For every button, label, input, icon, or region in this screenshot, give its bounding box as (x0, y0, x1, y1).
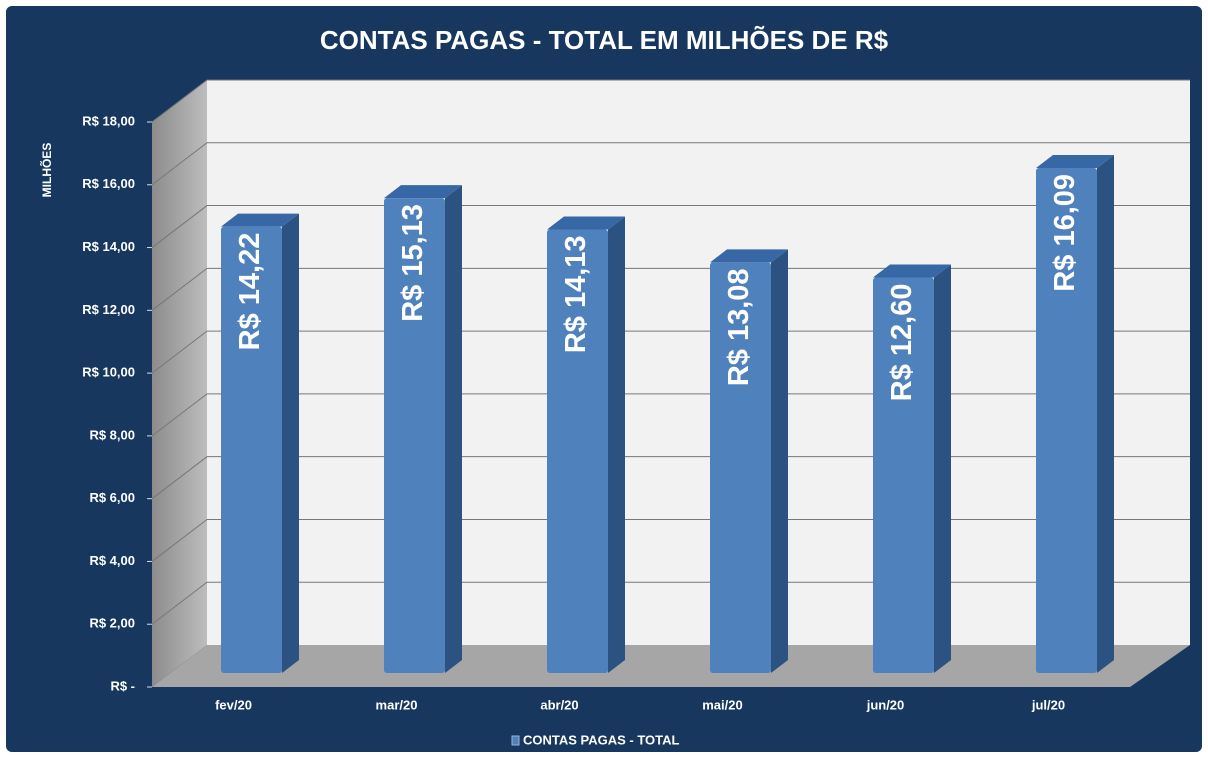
bar (1036, 167, 1097, 674)
data-label: R$ 12,60 (886, 284, 918, 402)
legend-swatch (511, 735, 520, 746)
bar-side (608, 216, 625, 673)
data-label: R$ 13,08 (723, 268, 755, 386)
x-tick-label: abr/20 (540, 697, 578, 712)
grid-line (151, 79, 1190, 123)
x-tick-label: fev/20 (215, 697, 252, 712)
bar (547, 229, 608, 673)
bar-side (934, 264, 951, 673)
grid-line (151, 330, 1190, 374)
bar (384, 198, 445, 673)
data-label: R$ 14,22 (234, 233, 266, 351)
y-tick-label: R$ 4,00 (89, 553, 135, 568)
y-tick-label: R$ 12,00 (82, 302, 135, 317)
grid-line (151, 142, 1190, 186)
y-tick-label: R$ 2,00 (89, 616, 135, 631)
data-label: R$ 15,13 (397, 204, 429, 322)
y-tick-label: R$ - (110, 678, 135, 693)
y-tick-label: R$ 18,00 (82, 113, 135, 128)
legend: CONTAS PAGAS - TOTAL (511, 732, 680, 747)
bar-top (221, 213, 299, 227)
x-tick-label: jul/20 (1031, 697, 1065, 712)
grid-line (151, 205, 1190, 248)
bar (873, 277, 934, 673)
grid-line (151, 581, 1190, 625)
bar-side (771, 249, 788, 673)
grid-line (151, 518, 1190, 562)
grid-line (151, 393, 1190, 437)
y-tick-label: R$ 10,00 (82, 365, 135, 380)
grid-line (151, 267, 1190, 311)
data-label: R$ 16,09 (1049, 174, 1081, 292)
legend-label: CONTAS PAGAS - TOTAL (523, 732, 680, 747)
y-tick-label: R$ 6,00 (89, 490, 135, 505)
side-wall (152, 80, 207, 687)
y-tick-label: R$ 14,00 (82, 239, 135, 254)
y-tick-label: R$ 16,00 (82, 176, 135, 191)
bar (710, 262, 771, 673)
x-tick-label: mar/20 (376, 697, 418, 712)
bar-top (547, 216, 625, 230)
x-tick-label: jun/20 (866, 697, 905, 712)
bar-top (710, 249, 788, 263)
data-label: R$ 14,13 (560, 235, 592, 353)
x-tick-label: mai/20 (702, 697, 742, 712)
y-axis-label: MILHÕES (39, 143, 54, 198)
bar-top (1036, 154, 1114, 168)
grid-line (151, 456, 1190, 500)
bar-side (1097, 154, 1114, 674)
chart-title: CONTAS PAGAS - TOTAL EM MILHÕES DE R$ (320, 25, 889, 55)
bar-top (384, 185, 462, 199)
y-tick-label: R$ 8,00 (89, 427, 135, 442)
bar-side (282, 213, 299, 673)
floor (152, 645, 1190, 687)
bar-side (445, 185, 462, 673)
bar (221, 226, 282, 673)
bar-top (873, 264, 951, 278)
